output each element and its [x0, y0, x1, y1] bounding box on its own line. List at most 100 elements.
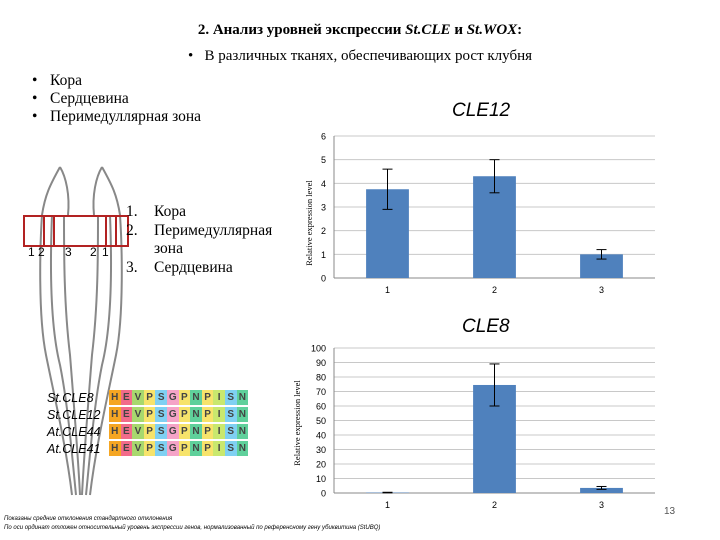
y-tick-label: 60: [316, 402, 326, 412]
residue-cell: E: [120, 390, 133, 405]
x-tick-label: 1: [385, 500, 390, 510]
residue-cell: S: [155, 390, 167, 405]
residue-cell: E: [120, 441, 133, 456]
residue-cell: P: [178, 441, 191, 456]
y-tick-label: 70: [316, 387, 326, 397]
y-tick-label: 10: [316, 474, 326, 484]
y-tick-label: 3: [321, 203, 326, 213]
y-tick-label: 2: [321, 226, 326, 236]
residue-cell: E: [120, 424, 133, 439]
y-tick-label: 5: [321, 155, 326, 165]
residue-cell: G: [166, 390, 179, 405]
residue-cell: P: [178, 424, 191, 439]
sequence-name: St.CLE8: [47, 391, 94, 405]
chart-cle12: 0 1 2 3 4 5 6 1 2 3: [321, 132, 655, 295]
residue-cell: S: [224, 407, 237, 422]
residue-cell: P: [201, 407, 214, 422]
residue-cell: V: [132, 424, 144, 439]
tissue-highlight-boxes: [23, 215, 129, 247]
residue-cell: N: [190, 424, 202, 439]
x-tick-label: 3: [599, 285, 604, 295]
x-tick-label: 2: [492, 285, 497, 295]
residue-cell: P: [143, 424, 156, 439]
residue-cell: G: [166, 407, 179, 422]
residue-cell: P: [201, 424, 214, 439]
diagram-label: 1: [28, 245, 35, 259]
footnote: Показаны средние отклонения стандартного…: [4, 516, 173, 522]
residue-cell: S: [155, 407, 167, 422]
diagram-label: 3: [65, 245, 72, 259]
y-tick-label: 40: [316, 431, 326, 441]
tissue-list: Кора Сердцевина Перимедуллярная зона: [32, 72, 201, 126]
residue-cell: N: [190, 390, 202, 405]
residue-cell: I: [213, 441, 225, 456]
residue-cell: S: [155, 441, 167, 456]
x-tick-label: 2: [492, 500, 497, 510]
tuber-outline: [39, 166, 123, 496]
residue-cell: P: [143, 390, 156, 405]
residue-cell: V: [132, 390, 144, 405]
tissue-item: Перимедуллярная зона: [32, 108, 201, 126]
bar: [580, 254, 623, 278]
numbered-item: 1. Кора: [126, 203, 186, 220]
x-tick-label: 3: [599, 500, 604, 510]
sequence-name: At.CLE41: [47, 442, 101, 456]
residue-cell: G: [166, 424, 179, 439]
residue-cell: P: [201, 441, 214, 456]
page-number: 13: [664, 506, 676, 517]
residue-cell: N: [190, 441, 202, 456]
slide-subtitle: • В различных тканях, обеспечивающих рос…: [187, 48, 533, 64]
residue-cell: V: [132, 407, 144, 422]
y-tick-label: 4: [321, 179, 326, 189]
y-tick-label: 90: [316, 358, 326, 368]
residue-cell: P: [201, 390, 214, 405]
tuber-diagram: 1 2 3 2 1: [23, 166, 129, 496]
residue-cell: G: [166, 441, 179, 456]
residue-cell: I: [213, 424, 225, 439]
residue-cell: I: [213, 390, 225, 405]
numbered-item: 3. Сердцевина: [126, 258, 233, 276]
chart-cle8: 0 10 20 30 40 50 60 70 80 90 100 1 2 3: [311, 344, 655, 510]
diagram-label: 2: [38, 245, 45, 259]
y-tick-label: 20: [316, 460, 326, 470]
y-tick-label: 6: [321, 132, 326, 142]
residue-cell: S: [224, 441, 237, 456]
y-tick-label: 100: [311, 344, 326, 354]
x-tick-label: 1: [385, 285, 390, 295]
numbered-tissue-list: 1. Кора 2. Перимедуллярная зона 3. Сердцеви…: [126, 203, 272, 277]
residue-cell: I: [213, 407, 225, 422]
chart-title-cle12: CLE12: [452, 100, 511, 121]
tissue-item: Сердцевина: [32, 90, 201, 108]
residue-cell: S: [224, 390, 237, 405]
sequence-name: At.CLE44: [47, 425, 101, 439]
highlight-box: [115, 215, 129, 247]
residue-cell: N: [236, 441, 249, 456]
residue-cell: S: [155, 424, 167, 439]
sequence-names: St.CLE8 St.CLE12 At.CLE44 At.CLE41: [47, 390, 101, 458]
numbered-item: 2. Перимедуллярная: [126, 221, 273, 239]
diagram-label: 2: [90, 245, 97, 259]
y-tick-label: 50: [316, 416, 326, 426]
residue-cell: V: [132, 441, 144, 456]
residue-cell: H: [109, 390, 121, 405]
diagram-label: 1: [102, 245, 109, 259]
tissue-item: Кора: [32, 72, 201, 90]
residue-cell: S: [224, 424, 237, 439]
y-tick-label: 1: [321, 250, 326, 260]
residue-cell: N: [236, 390, 249, 405]
numbered-item: зона: [154, 240, 183, 257]
residue-cell: P: [178, 390, 191, 405]
chart-title-cle8: CLE8: [462, 316, 510, 337]
slide-title: 2. Анализ уровней экспрессии St.CLE и St…: [197, 22, 523, 38]
y-tick-label: 0: [321, 274, 326, 284]
residue-cell: E: [120, 407, 133, 422]
bar: [580, 487, 623, 493]
residue-cell: N: [236, 424, 249, 439]
residue-cell: N: [236, 407, 249, 422]
residue-cell: H: [109, 424, 121, 439]
